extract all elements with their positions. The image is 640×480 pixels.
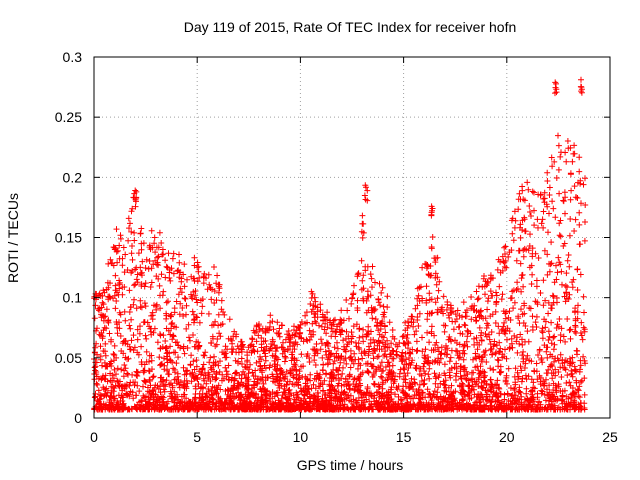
y-tick-label: 0.15 [55,230,82,246]
x-tick-label: 5 [193,429,201,445]
x-tick-label: 20 [499,429,515,445]
x-tick-label: 15 [396,429,412,445]
x-tick-label: 0 [90,429,98,445]
chart-title: Day 119 of 2015, Rate Of TEC Index for r… [184,19,517,35]
y-axis: 0 0.05 0.1 0.15 0.2 0.25 0.3 [55,49,610,426]
x-tick-label: 25 [602,429,618,445]
y-tick-label: 0.3 [63,49,83,65]
x-tick-label: 10 [293,429,309,445]
x-axis: 0 5 10 15 20 25 [90,57,618,445]
roti-point-markers [91,76,589,413]
x-axis-label: GPS time / hours [297,457,404,473]
y-tick-label: 0 [74,410,82,426]
y-tick-label: 0.05 [55,350,82,366]
data-points [91,76,589,413]
y-tick-label: 0.25 [55,109,82,125]
y-tick-label: 0.1 [63,290,83,306]
y-axis-label: ROTI / TECUs [5,193,21,283]
y-tick-label: 0.2 [63,169,83,185]
